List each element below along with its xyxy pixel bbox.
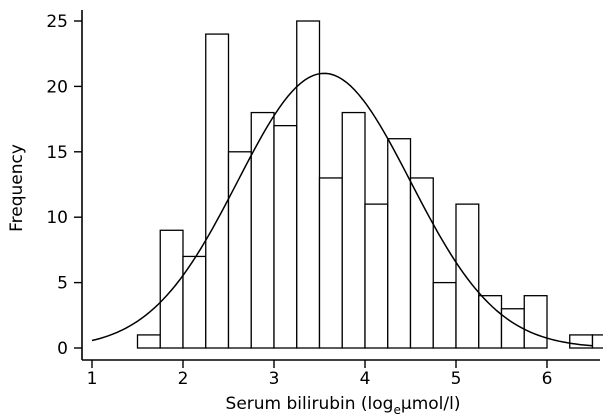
x-tick-label: 5 bbox=[451, 369, 462, 389]
histogram-bar bbox=[364, 203, 389, 349]
y-tick-label: 0 bbox=[57, 339, 68, 359]
normal-fit-curve bbox=[91, 72, 593, 347]
histogram-bar bbox=[341, 111, 366, 349]
histogram-bar bbox=[205, 33, 230, 349]
x-tick-label: 1 bbox=[87, 369, 98, 389]
y-tick-label: 5 bbox=[57, 274, 68, 294]
histogram-bar bbox=[591, 334, 603, 349]
y-axis-ticks: 0 5 10 15 20 25 bbox=[46, 12, 82, 359]
histogram-bar bbox=[455, 203, 480, 349]
histogram-bar bbox=[523, 295, 548, 349]
histogram-bar bbox=[478, 295, 503, 349]
y-tick-label: 25 bbox=[46, 12, 68, 32]
y-tick-label: 20 bbox=[46, 77, 68, 97]
histogram-bar bbox=[318, 177, 343, 349]
histogram-bar bbox=[500, 308, 525, 349]
x-axis-title-subscript: e bbox=[393, 403, 400, 414]
y-tick-label: 10 bbox=[46, 208, 68, 228]
histogram-bar bbox=[296, 20, 321, 349]
x-axis-title-main: Serum bilirubin (log bbox=[226, 394, 394, 414]
x-tick-label: 3 bbox=[269, 369, 280, 389]
histogram-bar bbox=[409, 177, 434, 349]
histogram-bar bbox=[227, 151, 252, 349]
histogram-bars bbox=[136, 20, 603, 349]
x-tick-label: 2 bbox=[178, 369, 189, 389]
x-axis-title-unit: μmol/l) bbox=[401, 394, 461, 414]
y-axis-title: Frequency bbox=[7, 144, 27, 232]
x-axis-title: Serum bilirubin (logeμmol/l) bbox=[226, 394, 461, 414]
histogram-bar bbox=[273, 124, 298, 349]
histogram-bar bbox=[432, 281, 457, 349]
y-tick-label: 15 bbox=[46, 143, 68, 163]
histogram-bar bbox=[136, 334, 161, 349]
x-tick-label: 6 bbox=[542, 369, 553, 389]
x-axis-ticks: 1 2 3 4 5 6 bbox=[87, 360, 553, 389]
histogram-bar bbox=[387, 138, 412, 349]
x-tick-label: 4 bbox=[360, 369, 371, 389]
